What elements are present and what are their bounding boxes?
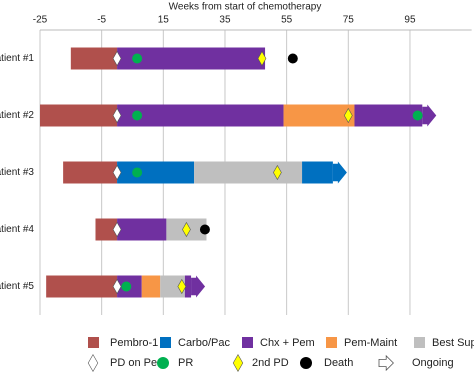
legend-label: Carbo/Pac (178, 337, 230, 349)
bar-segment (40, 104, 118, 127)
event-marker (199, 224, 210, 235)
legend-label: Pembro-1 (110, 337, 158, 349)
bar-segment (117, 218, 167, 241)
event-marker (287, 53, 298, 64)
bar-segment (95, 218, 118, 241)
category-label: Patient #4 (0, 224, 34, 235)
x-tick-label: 15 (158, 15, 170, 26)
category-label: Patient #2 (0, 110, 34, 121)
legend-marker (300, 357, 312, 369)
legend-swatch (326, 337, 337, 348)
legend-label: Pem-Maint (344, 337, 397, 349)
legend-label: Chx + Pem (260, 337, 315, 349)
bar-segment (160, 275, 185, 298)
bar-segment (63, 161, 118, 184)
event-marker (132, 53, 143, 64)
legend-swatch (88, 337, 99, 348)
x-tick-label: 95 (404, 15, 416, 26)
event-marker (121, 281, 132, 292)
event-marker (343, 107, 353, 124)
x-tick-label: 35 (219, 15, 231, 26)
bar-segment (141, 275, 161, 298)
event-marker (112, 107, 122, 124)
legend-label: Death (324, 357, 353, 369)
legend-label: Ongoing (412, 357, 454, 369)
bar-segment (117, 104, 284, 127)
category-label: Patient #1 (0, 53, 34, 64)
legend-label: PD on Pem (110, 357, 166, 369)
axis-title: Weeks from start of chemotherapy (169, 2, 322, 13)
legend-marker (87, 353, 99, 372)
bar-segment (354, 104, 423, 127)
event-marker (182, 221, 191, 238)
legend-swatch (242, 337, 253, 348)
x-tick-label: -5 (97, 15, 106, 26)
category-label: Patient #3 (0, 167, 34, 178)
event-marker (112, 164, 122, 181)
legend-marker (232, 353, 244, 372)
ongoing-arrow (191, 275, 206, 298)
event-marker (257, 50, 267, 67)
bar-segment (283, 104, 355, 127)
bar-segment (70, 47, 118, 70)
event-marker (132, 110, 143, 121)
event-marker (177, 278, 187, 295)
x-tick-label: 75 (343, 15, 355, 26)
legend-marker (378, 354, 394, 372)
bar-segment (194, 161, 303, 184)
legend-label: Best Supportive Care (432, 337, 474, 349)
legend-marker (157, 357, 169, 369)
category-label: Patient #5 (0, 281, 34, 292)
legend-label: PR (178, 357, 193, 369)
bar-segment (117, 47, 266, 70)
event-marker (412, 110, 423, 121)
event-marker (112, 221, 122, 238)
x-tick-label: -25 (33, 15, 48, 26)
legend-swatch (160, 337, 171, 348)
legend-swatch (414, 337, 425, 348)
event-marker (112, 50, 122, 67)
x-tick-label: 55 (281, 15, 293, 26)
ongoing-arrow (332, 161, 347, 184)
bar-segment (46, 275, 118, 298)
bar-segment (117, 161, 195, 184)
bar-segment (302, 161, 333, 184)
event-marker (112, 278, 122, 295)
event-marker (132, 167, 143, 178)
event-marker (273, 164, 282, 181)
bar-segment (184, 275, 192, 298)
legend-label: 2nd PD (252, 357, 289, 369)
ongoing-arrow (422, 104, 437, 127)
